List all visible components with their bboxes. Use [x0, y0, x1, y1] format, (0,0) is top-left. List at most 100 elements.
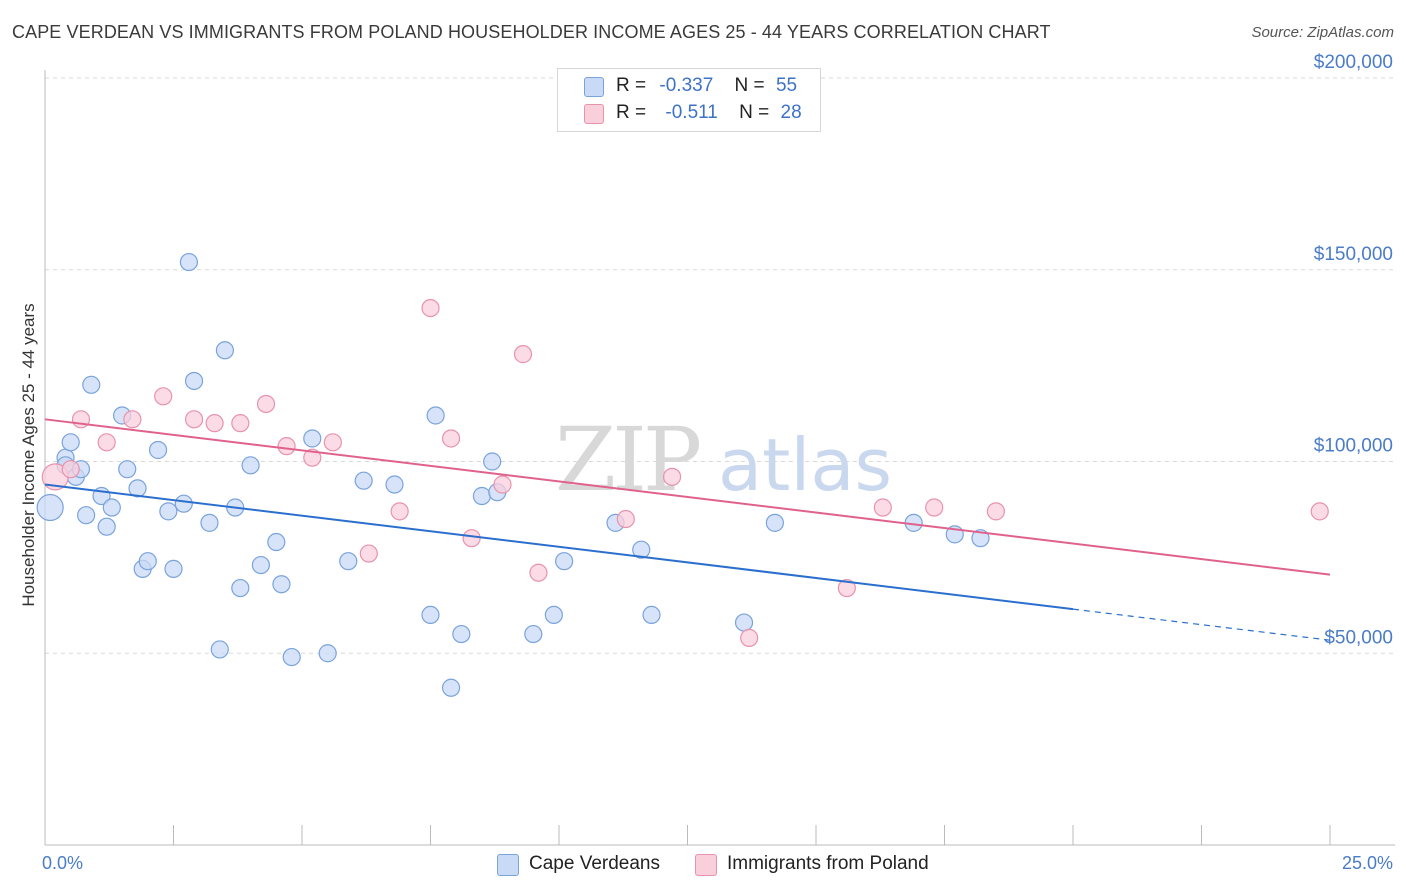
axes	[44, 70, 1395, 846]
cape-verdean-point	[97, 517, 116, 536]
cape-verdean-point	[138, 552, 157, 571]
cape-verdean-point	[765, 513, 784, 532]
poland-point	[493, 475, 512, 494]
cape-verdean-point	[472, 486, 491, 506]
cape-verdean-point	[441, 678, 461, 697]
correlation-legend: R = -0.337 N = 55 R = -0.511 N = 28	[557, 68, 821, 132]
cape-verdean-point	[385, 475, 404, 494]
cape-verdean-point	[82, 375, 101, 394]
poland-point	[873, 498, 892, 517]
cape-verdean-point	[734, 613, 754, 632]
cape-verdean-trend-line	[44, 483, 1074, 611]
chart-title: CAPE VERDEAN VS IMMIGRANTS FROM POLAND H…	[12, 22, 1051, 42]
poland-point	[441, 429, 461, 448]
cape-verdean-point	[282, 647, 301, 667]
tick-labels: $50,000 $100,000 $150,000 $200,000 0.0% 25.0%	[42, 52, 1393, 873]
cape-verdean-point	[102, 498, 121, 517]
poland-point	[184, 410, 204, 429]
poland-point	[61, 460, 80, 479]
legend-swatch-blue	[584, 77, 604, 97]
cape-verdean-point	[118, 460, 137, 479]
trend-lines	[44, 418, 1331, 641]
legend-r-value: -0.511	[665, 102, 718, 123]
cape-verdean-point	[318, 644, 337, 663]
cape-verdean-point	[272, 575, 291, 594]
poland-point	[97, 433, 116, 452]
legend-n-value: 28	[780, 102, 802, 123]
x-tick-label: 0.0%	[42, 853, 83, 873]
cape-verdean-point	[241, 456, 260, 475]
cape-verdean-point	[174, 494, 193, 513]
bottom-legend-label: Immigrants from Poland	[727, 853, 929, 874]
cape-verdean-point	[421, 605, 440, 625]
cape-verdean-point	[354, 471, 373, 490]
poland-point	[277, 437, 296, 456]
poland-point	[986, 502, 1006, 521]
data-points	[36, 252, 1329, 697]
poland-point	[323, 433, 342, 452]
cape-verdean-point	[210, 640, 229, 659]
cape-verdean-point	[61, 433, 80, 452]
poland-point	[925, 498, 944, 517]
cape-verdean-point	[159, 502, 178, 521]
legend-n-value: 55	[775, 75, 798, 96]
cape-verdean-point	[184, 371, 204, 391]
poland-point	[740, 628, 759, 648]
source-label: Source: ZipAtlas.com	[1251, 24, 1394, 41]
poland-point	[205, 414, 224, 433]
cape-verdean-point	[642, 605, 661, 625]
watermark-zip: ZIP	[555, 408, 700, 511]
cape-verdean-point	[77, 506, 96, 525]
cape-verdean-point	[426, 406, 445, 425]
cape-verdean-point	[555, 552, 574, 571]
poland-point	[123, 410, 142, 429]
poland-point	[616, 509, 635, 529]
cape-verdean-point	[452, 624, 471, 644]
poland-point	[359, 544, 378, 563]
poland-point	[154, 387, 173, 406]
poland-point	[529, 563, 548, 582]
legend-r-label: R =	[616, 102, 647, 123]
bottom-legend-swatch-pink	[695, 854, 717, 876]
cape-verdean-point	[164, 559, 183, 578]
cape-verdean-point	[36, 493, 64, 522]
cape-verdean-point	[483, 452, 502, 471]
y-tick-label: $100,000	[1314, 436, 1393, 457]
cape-verdean-point	[971, 529, 990, 548]
legend-n-label: N =	[734, 75, 765, 96]
cape-verdean-point	[632, 540, 651, 559]
poland-point	[462, 529, 481, 548]
bottom-legend-label: Cape Verdeans	[529, 853, 660, 874]
cape-verdean-point	[148, 440, 168, 460]
cape-verdean-point	[231, 578, 250, 598]
poland-point	[662, 467, 682, 486]
cape-verdean-trend-extension	[1072, 608, 1331, 641]
y-tick-label: $50,000	[1324, 627, 1393, 648]
poland-trend-line	[44, 418, 1331, 576]
cape-verdean-point	[128, 479, 147, 498]
cape-verdean-point	[267, 532, 286, 552]
poland-point	[837, 578, 856, 598]
x-tick-label: 25.0%	[1342, 853, 1393, 873]
y-tick-label: $150,000	[1314, 244, 1393, 265]
cape-verdean-point	[251, 555, 270, 575]
poland-point	[231, 414, 250, 433]
bottom-legend-swatch-blue	[497, 854, 519, 876]
legend-n-label: N =	[739, 102, 770, 123]
watermark: ZIP atlas	[555, 408, 892, 511]
cape-verdean-point	[524, 624, 543, 644]
poland-point	[303, 448, 322, 467]
cape-verdean-point	[303, 429, 322, 448]
legend-r-value: -0.337	[659, 75, 714, 96]
poland-point	[513, 345, 533, 364]
legend-r-label: R =	[616, 75, 647, 96]
poland-point	[390, 502, 409, 521]
poland-point	[256, 394, 276, 414]
poland-point	[421, 299, 440, 318]
legend-swatch-pink	[584, 104, 604, 124]
y-axis-label: Householder Income Ages 25 - 44 years	[19, 303, 38, 606]
cape-verdean-point	[339, 552, 358, 571]
cape-verdean-point	[200, 513, 219, 532]
watermark-atlas: atlas	[718, 423, 892, 507]
